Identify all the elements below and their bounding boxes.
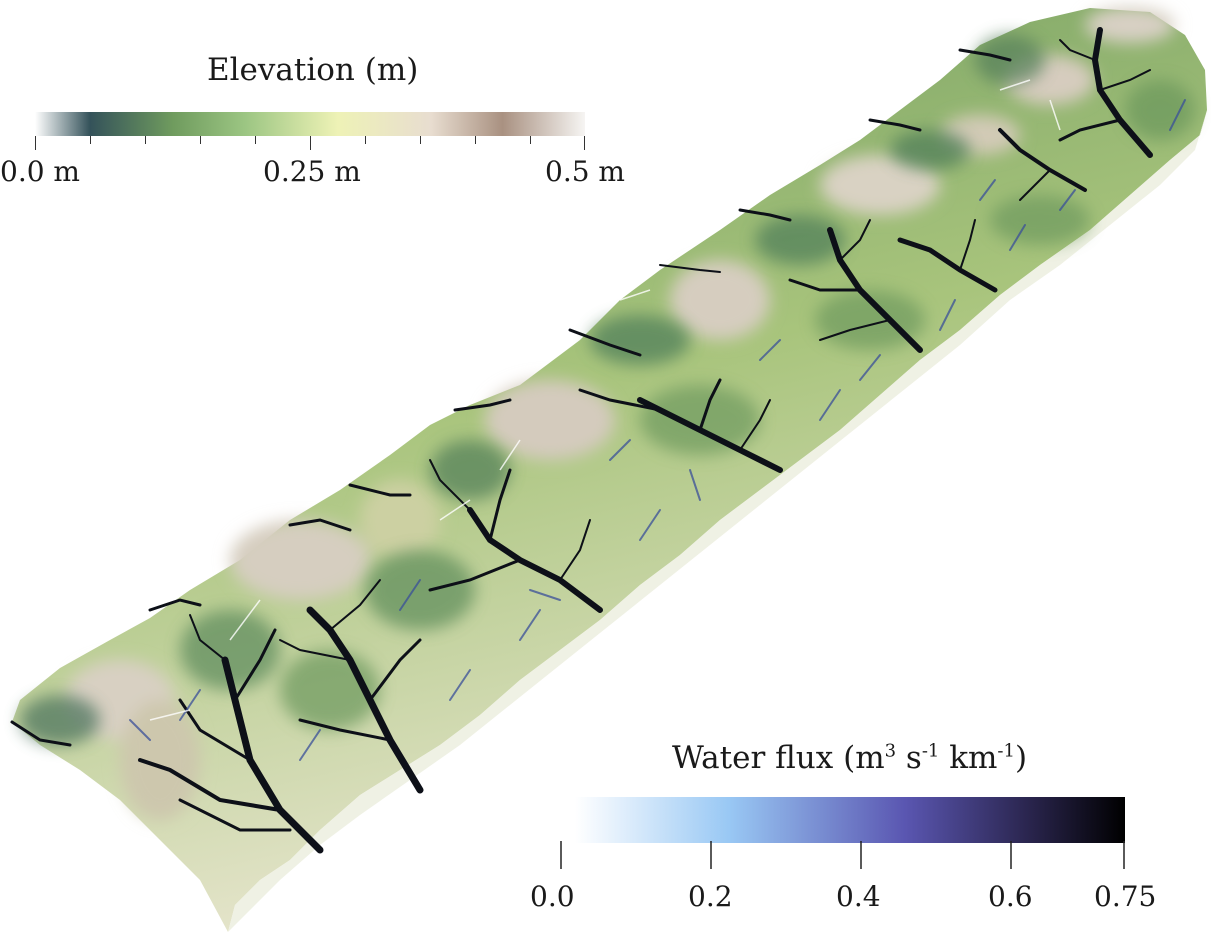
water-flux-title-base: Water flux (m [672,740,885,776]
water-flux-title-mid1: s [896,740,922,776]
ridge-highlights [149,79,1061,721]
water-flux-title-exp2: -1 [921,740,940,762]
elevation-tick-max: 0.5 m [545,155,625,188]
water-flux-title-mid2: km [939,740,998,776]
elevation-tick-mid: 0.25 m [263,155,361,188]
water-flux-tick-1: 0.2 [688,880,733,913]
water-flux-colorbar [560,797,1125,869]
valley-shading [20,35,1195,745]
water-flux-tick-3: 0.6 [988,880,1033,913]
elevation-legend-title: Elevation (m) [207,52,419,88]
water-flux-tick-0: 0.0 [530,880,575,913]
water-flux-title-exp1: 3 [884,740,897,762]
water-flux-legend-title: Water flux (m3 s-1 km-1) [672,740,1027,776]
minor-tributaries [129,99,1186,761]
elevation-colorbar [35,112,585,150]
elevation-tick-min: 0.0 m [0,155,80,188]
drainage-channels [10,27,1153,854]
water-flux-tick-2: 0.4 [836,880,881,913]
water-flux-title-exp3: -1 [997,740,1015,762]
water-flux-title-end: ) [1014,740,1028,776]
water-flux-tick-4: 0.75 [1094,880,1157,913]
